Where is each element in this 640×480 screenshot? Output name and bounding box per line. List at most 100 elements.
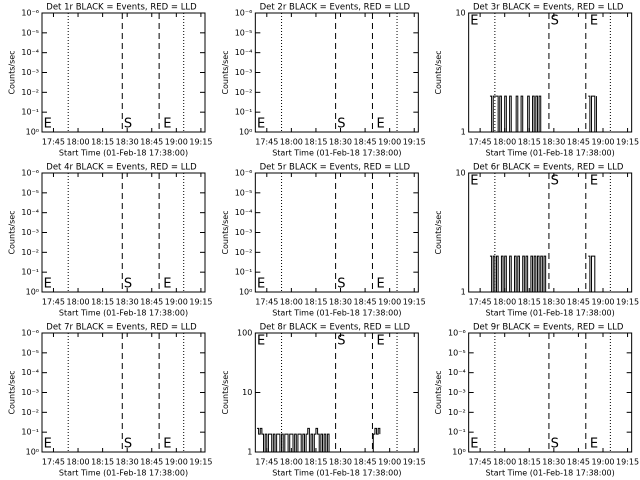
x-axis-label: Start Time (01-Feb-18 17:38:00) <box>486 469 615 478</box>
x-tick-label: 18:30 <box>116 298 139 307</box>
panel-title: Det 9r BLACK = Events, RED = LLD <box>473 323 624 333</box>
x-tick-label: 18:30 <box>542 138 565 147</box>
x-tick-label: 18:45 <box>354 298 377 307</box>
marker-letter: S <box>551 14 559 29</box>
data-line <box>256 427 330 453</box>
x-tick-label: 19:15 <box>403 298 426 307</box>
x-tick-label: 18:30 <box>116 458 139 467</box>
data-line <box>588 95 597 133</box>
x-tick-label: 18:00 <box>493 298 516 307</box>
x-tick-label: 18:30 <box>116 138 139 147</box>
marker-letter: S <box>337 277 345 292</box>
marker-letter: E <box>163 117 171 132</box>
panel-title: Det 1r BLACK = Events, RED = LLD <box>46 3 197 13</box>
x-tick-label: 18:45 <box>567 138 590 147</box>
x-tick-label: 19:00 <box>165 138 188 147</box>
x-tick-label: 18:00 <box>493 138 516 147</box>
x-tick-label: 19:00 <box>591 138 614 147</box>
x-axis-label: Start Time (01-Feb-18 17:38:00) <box>272 149 401 158</box>
marker-letter: E <box>44 277 52 292</box>
x-tick-label: 19:00 <box>378 298 401 307</box>
x-tick-label: 18:15 <box>91 138 114 147</box>
data-line <box>588 255 597 293</box>
x-tick-label: 17:45 <box>42 458 65 467</box>
x-tick-label: 19:15 <box>189 298 212 307</box>
marker-letter: E <box>257 277 265 292</box>
y-tick-label: 10⁻² <box>21 408 39 417</box>
y-tick-label: 10⁻⁵ <box>235 28 253 37</box>
x-tick-label: 18:30 <box>542 458 565 467</box>
x-tick-label: 17:45 <box>42 138 65 147</box>
x-tick-label: 17:45 <box>469 298 492 307</box>
x-tick-label: 19:15 <box>189 458 212 467</box>
y-axis-label: Counts/sec <box>221 370 230 414</box>
y-tick-label: 10⁰ <box>26 128 39 137</box>
y-tick-label: 10⁻⁴ <box>235 208 253 217</box>
marker-letter: E <box>163 437 171 452</box>
marker-letter: E <box>590 14 598 29</box>
x-tick-label: 18:45 <box>567 458 590 467</box>
x-tick-label: 19:00 <box>165 298 188 307</box>
y-tick-label: 10⁻⁵ <box>21 348 39 357</box>
y-tick-label: 10⁻⁶ <box>235 9 253 18</box>
marker-letter: E <box>470 14 478 29</box>
y-axis-label: Counts/sec <box>434 370 443 414</box>
x-tick-label: 18:00 <box>67 298 90 307</box>
x-tick-label: 18:45 <box>567 298 590 307</box>
x-tick-label: 18:00 <box>280 458 303 467</box>
x-tick-label: 19:00 <box>165 458 188 467</box>
marker-letter: S <box>124 117 132 132</box>
x-tick-label: 18:15 <box>518 298 541 307</box>
y-tick-label: 10⁻⁶ <box>235 169 253 178</box>
y-tick-label: 10⁻³ <box>21 228 39 237</box>
y-tick-label: 10⁻¹ <box>235 268 253 277</box>
marker-letter: E <box>44 437 52 452</box>
x-tick-label: 19:15 <box>616 458 639 467</box>
y-tick-label: 1 <box>247 448 252 457</box>
marker-letter: E <box>590 174 598 189</box>
y-tick-label: 10⁻¹ <box>21 268 39 277</box>
x-tick-label: 19:15 <box>616 298 639 307</box>
x-tick-label: 19:15 <box>616 138 639 147</box>
y-tick-label: 10⁻⁴ <box>235 48 253 57</box>
y-tick-label: 10⁻⁶ <box>21 329 39 338</box>
y-tick-label: 10⁰ <box>239 128 252 137</box>
y-tick-label: 1 <box>461 288 466 297</box>
x-tick-label: 18:45 <box>140 298 163 307</box>
y-axis-label: Counts/sec <box>8 210 17 254</box>
x-tick-label: 19:00 <box>378 138 401 147</box>
y-tick-label: 10⁻¹ <box>235 108 253 117</box>
data-line <box>489 255 547 293</box>
y-tick-label: 10⁻⁵ <box>235 188 253 197</box>
y-tick-label: 10⁻¹ <box>448 428 466 437</box>
y-tick-label: 10⁰ <box>239 288 252 297</box>
x-axis-label: Start Time (01-Feb-18 17:38:00) <box>486 309 615 318</box>
x-tick-label: 19:15 <box>189 138 212 147</box>
marker-letter: S <box>551 174 559 189</box>
y-tick-label: 10 <box>455 9 465 18</box>
x-tick-label: 18:15 <box>304 298 327 307</box>
x-tick-label: 17:45 <box>42 298 65 307</box>
y-tick-label: 1 <box>461 128 466 137</box>
marker-letter: S <box>124 277 132 292</box>
marker-letter: E <box>470 437 478 452</box>
y-tick-label: 10⁻⁶ <box>21 169 39 178</box>
panel-title: Det 8r BLACK = Events, RED = LLD <box>260 323 411 333</box>
y-tick-label: 10⁻² <box>235 88 253 97</box>
x-tick-label: 18:00 <box>67 138 90 147</box>
marker-letter: S <box>337 117 345 132</box>
marker-letter: S <box>124 437 132 452</box>
y-tick-label: 10⁻¹ <box>21 108 39 117</box>
y-axis-label: Counts/sec <box>221 50 230 94</box>
x-tick-label: 18:45 <box>140 458 163 467</box>
x-tick-label: 18:00 <box>493 458 516 467</box>
y-tick-label: 10⁰ <box>26 288 39 297</box>
x-tick-label: 18:00 <box>280 138 303 147</box>
marker-letter: E <box>163 277 171 292</box>
